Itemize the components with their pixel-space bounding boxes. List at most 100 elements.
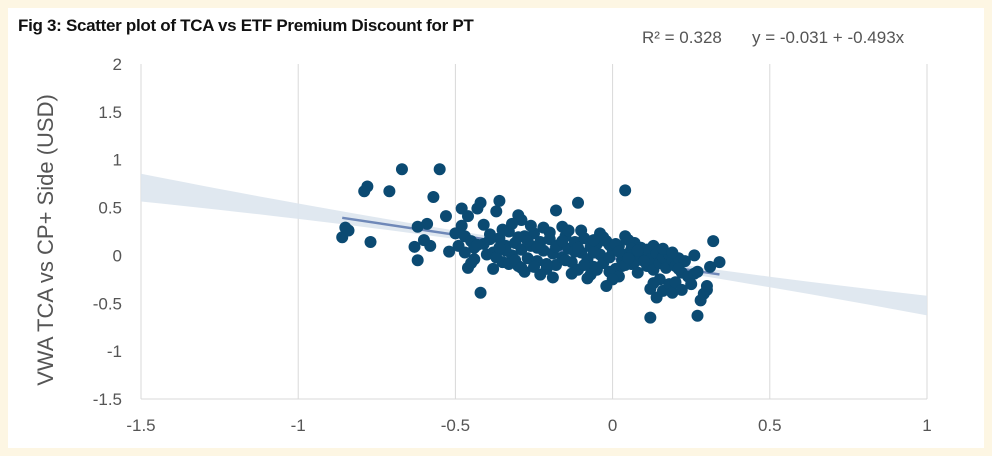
data-point-189 bbox=[465, 257, 478, 270]
data-point-110 bbox=[590, 263, 603, 276]
regression-equation-label: y = -0.031 + -0.493x bbox=[752, 28, 905, 47]
data-point-2 bbox=[342, 224, 355, 237]
data-point-92 bbox=[575, 224, 588, 237]
axis-ticks: -1.5 -1 -0.5 0 0.5 1 -1.5 -1 -0.5 0 0.5 1 1.5 2 bbox=[93, 55, 932, 435]
data-point-13 bbox=[421, 217, 434, 230]
data-point-161 bbox=[647, 277, 660, 290]
data-point-187 bbox=[449, 227, 462, 240]
data-point-163 bbox=[543, 226, 556, 239]
data-point-168 bbox=[512, 231, 525, 244]
figure-title: Fig 3: Scatter plot of TCA vs ETF Premiu… bbox=[18, 16, 474, 35]
data-point-183 bbox=[622, 252, 635, 265]
data-point-184 bbox=[631, 244, 644, 257]
data-point-91 bbox=[565, 267, 578, 280]
data-point-114 bbox=[559, 254, 572, 267]
data-point-176 bbox=[531, 241, 544, 254]
data-point-109 bbox=[540, 258, 553, 271]
figure-panel bbox=[8, 8, 984, 448]
data-point-159 bbox=[666, 246, 679, 259]
data-point-150 bbox=[700, 280, 713, 293]
data-point-152 bbox=[707, 235, 720, 248]
data-point-108 bbox=[490, 251, 503, 264]
data-point-27 bbox=[550, 204, 563, 217]
data-point-179 bbox=[572, 241, 585, 254]
data-point-178 bbox=[556, 235, 569, 248]
data-point-155 bbox=[644, 311, 657, 324]
data-point-170 bbox=[471, 238, 484, 251]
data-point-157 bbox=[656, 242, 669, 255]
data-point-146 bbox=[691, 265, 704, 278]
data-point-185 bbox=[638, 255, 651, 268]
data-point-12 bbox=[411, 254, 424, 267]
data-point-17 bbox=[443, 245, 456, 258]
y-tick-label-6: 1.5 bbox=[98, 103, 122, 122]
data-point-101 bbox=[505, 217, 518, 230]
data-point-151 bbox=[704, 260, 717, 273]
data-point-24 bbox=[490, 205, 503, 218]
y-tick-label-0: -1.5 bbox=[93, 390, 122, 409]
data-point-89 bbox=[546, 271, 559, 284]
x-tick-label-0: -1.5 bbox=[126, 416, 155, 435]
data-point-180 bbox=[578, 259, 591, 271]
data-point-106 bbox=[477, 218, 490, 231]
data-point-4 bbox=[358, 185, 371, 198]
data-point-7 bbox=[364, 236, 377, 249]
y-tick-label-5: 1 bbox=[113, 151, 122, 170]
data-point-173 bbox=[493, 241, 506, 254]
x-tick-label-1: -1 bbox=[291, 416, 306, 435]
data-points bbox=[336, 163, 726, 324]
data-point-156 bbox=[691, 309, 704, 322]
data-point-160 bbox=[672, 262, 685, 275]
data-point-162 bbox=[528, 260, 540, 273]
data-point-46 bbox=[515, 243, 528, 256]
data-point-11 bbox=[408, 240, 421, 253]
data-point-6 bbox=[395, 163, 408, 176]
x-tick-label-3: 0 bbox=[608, 416, 617, 435]
data-point-164 bbox=[562, 224, 575, 237]
data-point-85 bbox=[487, 262, 500, 275]
data-point-105 bbox=[496, 223, 509, 236]
grid-lines bbox=[140, 64, 928, 400]
y-tick-label-4: 0.5 bbox=[98, 199, 122, 218]
data-point-102 bbox=[581, 272, 594, 285]
data-point-5 bbox=[383, 185, 396, 198]
data-point-153 bbox=[713, 256, 726, 269]
data-point-22 bbox=[471, 202, 484, 215]
data-point-26 bbox=[515, 214, 528, 227]
data-point-175 bbox=[515, 261, 528, 274]
data-point-142 bbox=[675, 283, 688, 296]
y-tick-label-1: -1 bbox=[107, 342, 122, 361]
data-point-31 bbox=[474, 286, 487, 299]
data-point-20 bbox=[461, 210, 474, 223]
data-point-9 bbox=[427, 191, 440, 204]
data-point-8 bbox=[433, 163, 446, 176]
y-tick-label-2: -0.5 bbox=[93, 294, 122, 313]
data-point-29 bbox=[619, 184, 632, 197]
data-point-169 bbox=[521, 235, 534, 248]
x-tick-label-2: -0.5 bbox=[441, 416, 470, 435]
data-point-144 bbox=[685, 278, 698, 291]
data-point-165 bbox=[587, 234, 600, 247]
data-point-99 bbox=[524, 219, 537, 232]
data-point-15 bbox=[424, 239, 437, 252]
y-tick-label-7: 2 bbox=[113, 55, 122, 74]
data-point-182 bbox=[612, 245, 625, 258]
y-axis-label: VWA TCA vs CP+ Side (USD) bbox=[33, 94, 58, 386]
data-point-188 bbox=[458, 246, 471, 259]
data-point-171 bbox=[483, 233, 496, 246]
x-tick-label-5: 1 bbox=[922, 416, 931, 435]
data-point-16 bbox=[439, 210, 452, 223]
data-point-10 bbox=[411, 220, 424, 233]
x-tick-label-4: 0.5 bbox=[758, 416, 782, 435]
r-squared-label: R² = 0.328 bbox=[642, 28, 722, 47]
data-point-139 bbox=[666, 286, 679, 299]
data-point-115 bbox=[600, 280, 613, 293]
data-point-23 bbox=[493, 194, 506, 207]
data-point-48 bbox=[521, 252, 534, 265]
data-point-28 bbox=[572, 196, 585, 209]
data-point-154 bbox=[688, 249, 701, 262]
data-point-98 bbox=[631, 266, 644, 279]
data-point-181 bbox=[587, 246, 600, 259]
